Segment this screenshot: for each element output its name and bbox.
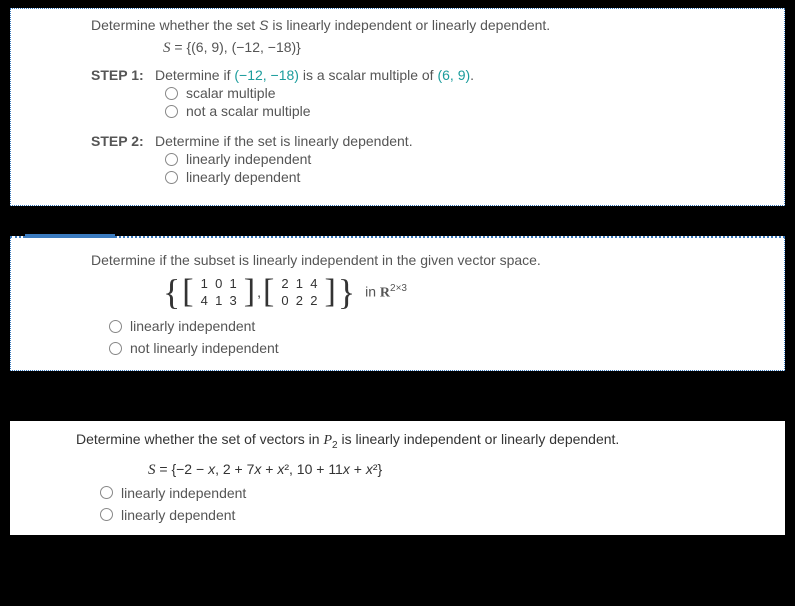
panel3-opt2-label: linearly dependent <box>121 507 235 523</box>
question-panel-3: Determine whether the set of vectors in … <box>10 421 785 535</box>
tab-indicator <box>25 234 115 238</box>
panel2-opt2-row[interactable]: not linearly independent <box>109 340 768 356</box>
c: 2 <box>296 293 303 308</box>
c: 1 <box>230 276 237 291</box>
text: Determine whether the set <box>91 17 259 33</box>
lhs: S <box>163 40 171 56</box>
matrix-set: { [ 1 0 1 4 1 3 ] , [ 2 1 4 0 2 2 ] } in… <box>163 274 768 310</box>
c: 3 <box>230 293 237 308</box>
step2-opt1-label: linearly independent <box>186 151 311 167</box>
P: P <box>323 433 332 448</box>
panel2-opt1-label: linearly independent <box>130 318 255 334</box>
c: 0 <box>215 276 222 291</box>
t: Determine if <box>155 67 234 83</box>
c: 0 <box>281 293 288 308</box>
c: 2 <box>281 276 288 291</box>
panel3-opt2-row[interactable]: linearly dependent <box>100 507 769 523</box>
step2-opt1-row[interactable]: linearly independent <box>165 151 768 167</box>
panel2-opt1-row[interactable]: linearly independent <box>109 318 768 334</box>
step2-label: STEP 2: <box>91 133 155 149</box>
panel2-opt2-label: not linearly independent <box>130 340 279 356</box>
matrix1: 1 0 1 4 1 3 <box>196 275 242 309</box>
radio-icon <box>165 105 178 118</box>
rbrace-icon: } <box>338 274 355 310</box>
panel1-prompt: Determine whether the set S is linearly … <box>91 17 768 33</box>
step1-opt2-row[interactable]: not a scalar multiple <box>165 103 768 119</box>
step2-line: STEP 2: Determine if the set is linearly… <box>91 133 768 149</box>
rhs: = {−2 − x, 2 + 7x + x², 10 + 11x + x²} <box>156 461 383 477</box>
vec2: (6, 9) <box>437 67 470 83</box>
radio-icon <box>165 87 178 100</box>
c: 1 <box>201 276 208 291</box>
panel3-content: Determine whether the set of vectors in … <box>10 431 785 523</box>
matrix2: 2 1 4 0 2 2 <box>276 275 322 309</box>
question-panel-2: Determine if the subset is linearly inde… <box>10 236 785 371</box>
lhs: S <box>148 462 156 478</box>
radio-icon <box>100 508 113 521</box>
panel3-opt1-row[interactable]: linearly independent <box>100 485 769 501</box>
step2-text: Determine if the set is linearly depende… <box>155 133 768 149</box>
lbracket-icon: [ <box>182 275 193 309</box>
lbracket-icon: [ <box>263 275 274 309</box>
panel3-equation: S = {−2 − x, 2 + 7x + x², 10 + 11x + x²} <box>148 461 769 479</box>
radio-icon <box>165 171 178 184</box>
text: is linearly independent or linearly depe… <box>268 17 550 33</box>
R: R <box>380 285 390 300</box>
lbrace-icon: { <box>163 274 180 310</box>
t: is a scalar multiple of <box>299 67 438 83</box>
radio-icon <box>109 342 122 355</box>
t: Determine whether the set of vectors in <box>76 431 323 447</box>
step2-opt2-label: linearly dependent <box>186 169 300 185</box>
step1-line: STEP 1: Determine if (−12, −18) is a sca… <box>91 67 768 83</box>
radio-icon <box>109 320 122 333</box>
step1-label: STEP 1: <box>91 67 155 83</box>
panel2-prompt: Determine if the subset is linearly inde… <box>91 252 768 268</box>
space-label: in R2×3 <box>365 283 407 302</box>
vec1: (−12, −18) <box>234 67 299 83</box>
step2-opt2-row[interactable]: linearly dependent <box>165 169 768 185</box>
c: 1 <box>215 293 222 308</box>
rhs: = {(6, 9), (−12, −18)} <box>171 39 301 55</box>
t: in <box>365 283 380 299</box>
panel1-equation: S = {(6, 9), (−12, −18)} <box>163 39 768 57</box>
radio-icon <box>165 153 178 166</box>
panel1-content: Determine whether the set S is linearly … <box>11 17 784 185</box>
rbracket-icon: ] <box>325 275 336 309</box>
t: is linearly independent or linearly depe… <box>338 431 620 447</box>
c: 2 <box>310 293 317 308</box>
c: 1 <box>296 276 303 291</box>
t: . <box>470 67 474 83</box>
sup: 2×3 <box>390 283 407 294</box>
panel2-content: Determine if the subset is linearly inde… <box>11 252 784 356</box>
radio-icon <box>100 486 113 499</box>
c: 4 <box>201 293 208 308</box>
step1-text: Determine if (−12, −18) is a scalar mult… <box>155 67 768 83</box>
rbracket-icon: ] <box>244 275 255 309</box>
c: 4 <box>310 276 317 291</box>
step1-opt2-label: not a scalar multiple <box>186 103 311 119</box>
step1-opt1-label: scalar multiple <box>186 85 275 101</box>
panel3-prompt: Determine whether the set of vectors in … <box>76 431 769 451</box>
question-panel-1: Determine whether the set S is linearly … <box>10 8 785 206</box>
panel3-opt1-label: linearly independent <box>121 485 246 501</box>
step1-opt1-row[interactable]: scalar multiple <box>165 85 768 101</box>
